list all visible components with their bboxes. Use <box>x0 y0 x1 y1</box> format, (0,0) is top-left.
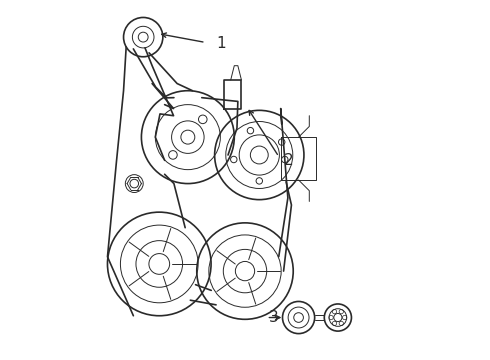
Text: 2: 2 <box>284 153 294 168</box>
Text: 3: 3 <box>269 310 279 325</box>
Text: 1: 1 <box>217 36 226 51</box>
